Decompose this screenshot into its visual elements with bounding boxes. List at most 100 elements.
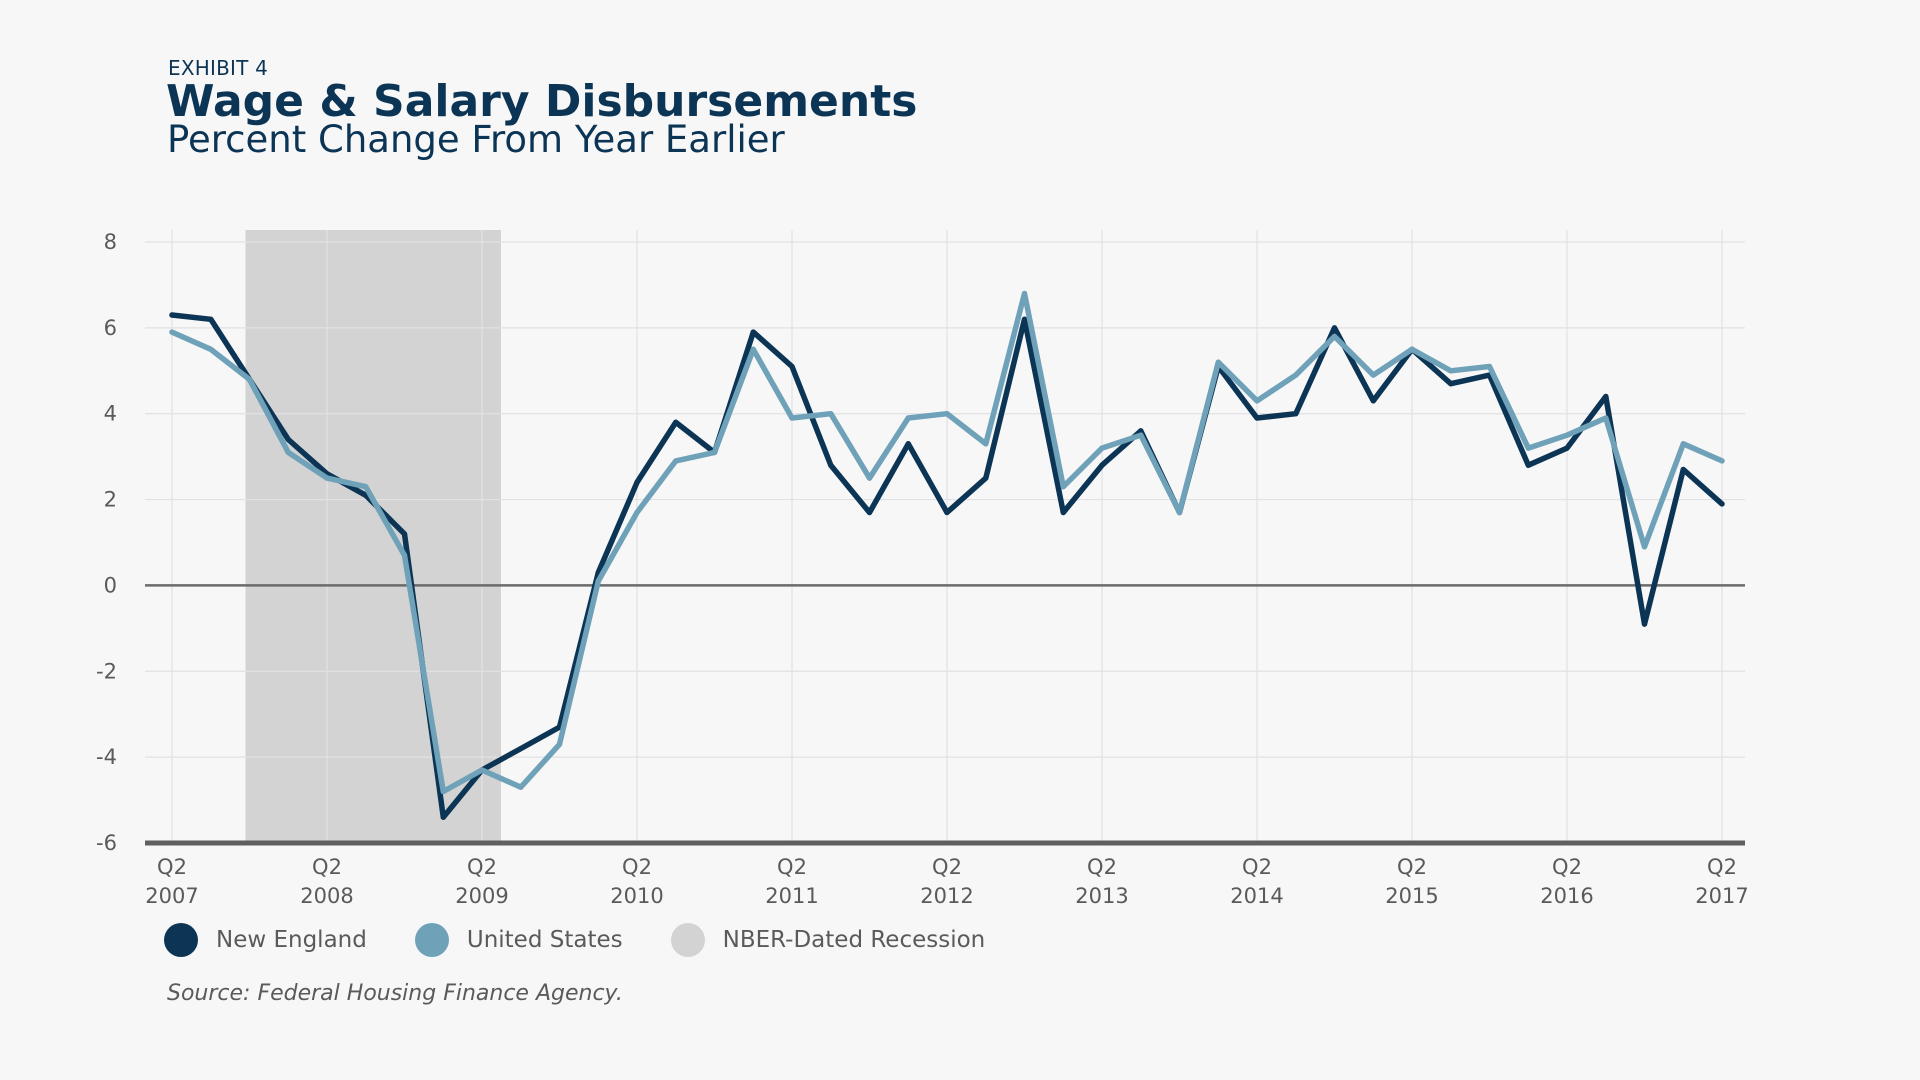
data-point-united-states — [1525, 445, 1531, 451]
legend-label-united-states: United States — [466, 927, 623, 953]
legend-item-recession: NBER-Dated Recession — [670, 923, 986, 957]
legend: New England United States NBER-Dated Rec… — [164, 920, 1033, 960]
data-point-new-england — [634, 479, 640, 485]
y-tick-label: 6 — [104, 316, 117, 340]
data-point-new-england — [518, 745, 524, 752]
x-tick-label-top: Q2 — [157, 855, 187, 879]
data-point-united-states — [1331, 333, 1338, 340]
data-point-united-states — [866, 475, 873, 481]
data-point-new-england — [983, 475, 989, 481]
chart-title: Wage & Salary Disbursements — [166, 76, 918, 127]
tick-label-layer: 8 6 4 2 0 -2 -4 -6 Q2 2007 Q2 2008 Q2 2009 Q2 2010 Q2 201… — [96, 230, 1749, 908]
grid-layer — [145, 230, 1745, 843]
data-point-united-states — [401, 552, 408, 558]
data-point-new-england — [944, 509, 950, 516]
data-point-united-states — [440, 788, 446, 795]
data-point-new-england — [1719, 501, 1725, 507]
data-point-new-england — [1099, 462, 1105, 468]
x-tick-label-top: Q2 — [1242, 855, 1272, 879]
data-point-new-england — [208, 316, 214, 322]
data-point-united-states — [1138, 432, 1144, 438]
x-tick-label-top: Q2 — [932, 855, 962, 879]
data-point-united-states — [1719, 458, 1725, 464]
x-tick-label-bottom: 2008 — [300, 884, 353, 908]
legend-item-new-england: New England — [164, 923, 367, 957]
data-point-new-england — [1641, 621, 1648, 627]
data-point-united-states — [1176, 509, 1183, 516]
data-point-united-states — [595, 578, 601, 584]
legend-swatch-recession — [670, 923, 705, 957]
data-point-united-states — [518, 784, 524, 790]
y-tick-label: 4 — [104, 402, 117, 426]
data-point-united-states — [905, 415, 911, 421]
source-note: Source: Federal Housing Finance Agency. — [167, 981, 623, 1006]
data-point-new-england — [1603, 393, 1609, 400]
data-point-new-england — [440, 814, 446, 820]
data-point-united-states — [634, 509, 640, 516]
data-point-new-england — [1060, 509, 1066, 516]
data-point-united-states — [246, 376, 253, 382]
data-point-united-states — [556, 741, 563, 747]
data-point-new-england — [1525, 462, 1531, 468]
x-tick-label-bottom: 2016 — [1540, 884, 1593, 908]
data-point-new-england — [1564, 445, 1570, 451]
data-point-new-england — [1254, 415, 1260, 421]
x-tick-label-top: Q2 — [1707, 855, 1737, 879]
data-point-new-england — [1138, 428, 1144, 434]
legend-swatch-new-england — [164, 923, 198, 957]
data-point-united-states — [1486, 363, 1493, 370]
data-point-united-states — [1448, 368, 1454, 374]
x-tick-label-top: Q2 — [622, 855, 652, 879]
y-tick-label: -6 — [96, 831, 117, 855]
data-point-united-states — [169, 329, 175, 335]
x-tick-label-top: Q2 — [312, 855, 342, 879]
x-tick-label-top: Q2 — [1397, 855, 1427, 879]
data-point-new-england — [169, 312, 175, 318]
data-point-new-england — [905, 441, 911, 447]
x-tick-label-bottom: 2011 — [765, 884, 818, 908]
data-point-new-england — [1370, 398, 1376, 404]
x-tick-label-bottom: 2012 — [920, 884, 973, 908]
y-tick-label: -4 — [96, 745, 117, 769]
data-point-united-states — [1293, 372, 1299, 378]
data-point-united-states — [363, 484, 369, 490]
data-point-new-england — [1331, 325, 1338, 331]
x-tick-label-bottom: 2014 — [1230, 884, 1283, 908]
data-point-united-states — [1021, 290, 1028, 297]
data-point-new-england — [866, 509, 873, 516]
x-tick-label-top: Q2 — [1552, 855, 1582, 879]
x-tick-label-bottom: 2017 — [1695, 884, 1748, 908]
y-tick-label: 0 — [104, 573, 117, 597]
x-tick-label-top: Q2 — [1087, 855, 1117, 879]
data-point-united-states — [1564, 432, 1570, 438]
legend-swatch-united-states — [414, 923, 449, 957]
data-point-new-england — [828, 462, 834, 468]
chart-subtitle: Percent Change From Year Earlier — [167, 118, 785, 161]
legend-label-recession: NBER-Dated Recession — [722, 927, 986, 953]
data-point-united-states — [673, 458, 679, 464]
data-point-united-states — [750, 346, 756, 352]
data-point-united-states — [1060, 484, 1066, 490]
data-point-united-states — [1409, 346, 1415, 352]
data-point-united-states — [944, 411, 950, 417]
data-point-united-states — [208, 346, 214, 352]
data-point-united-states — [1254, 398, 1260, 404]
x-tick-label-bottom: 2007 — [145, 884, 198, 908]
x-tick-label-bottom: 2010 — [610, 884, 663, 908]
data-point-new-england — [1680, 466, 1686, 473]
series-layer — [169, 290, 1725, 820]
data-point-united-states — [828, 411, 834, 417]
data-point-new-england — [1021, 316, 1028, 322]
x-tick-label-bottom: 2015 — [1385, 884, 1438, 908]
data-point-united-states — [711, 449, 718, 455]
x-tick-label-top: Q2 — [777, 855, 807, 879]
data-point-new-england — [789, 363, 795, 370]
y-tick-label: 8 — [104, 230, 117, 254]
data-point-new-england — [1448, 381, 1454, 387]
legend-item-united-states: United States — [414, 923, 623, 957]
x-tick-label-bottom: 2013 — [1075, 884, 1128, 908]
data-point-united-states — [983, 441, 989, 447]
x-tick-label-top: Q2 — [467, 855, 497, 879]
